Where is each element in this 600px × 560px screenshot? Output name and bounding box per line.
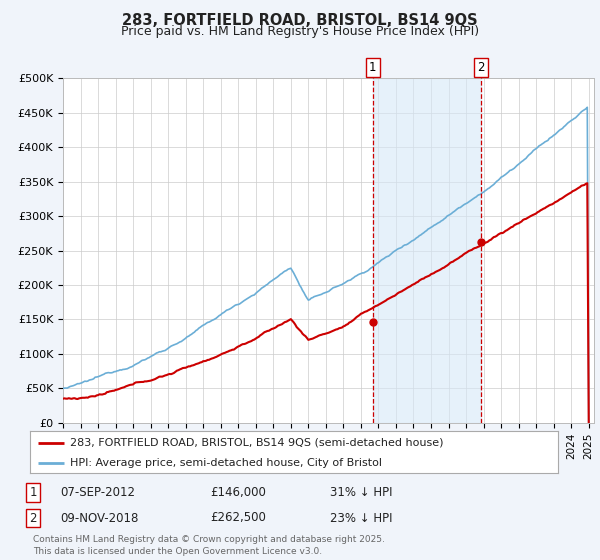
Text: 1: 1 [29,486,37,500]
Text: £262,500: £262,500 [210,511,266,525]
Text: 2: 2 [29,511,37,525]
Text: HPI: Average price, semi-detached house, City of Bristol: HPI: Average price, semi-detached house,… [70,458,382,468]
Text: 09-NOV-2018: 09-NOV-2018 [60,511,139,525]
Bar [373,78,481,423]
Text: 23% ↓ HPI: 23% ↓ HPI [330,511,392,525]
Text: 1: 1 [369,61,377,74]
Text: 283, FORTFIELD ROAD, BRISTOL, BS14 9QS (semi-detached house): 283, FORTFIELD ROAD, BRISTOL, BS14 9QS (… [70,438,443,448]
Text: 283, FORTFIELD ROAD, BRISTOL, BS14 9QS: 283, FORTFIELD ROAD, BRISTOL, BS14 9QS [122,13,478,29]
Text: £146,000: £146,000 [210,486,266,500]
Text: 07-SEP-2012: 07-SEP-2012 [60,486,135,500]
Text: Price paid vs. HM Land Registry's House Price Index (HPI): Price paid vs. HM Land Registry's House … [121,25,479,38]
Text: 31% ↓ HPI: 31% ↓ HPI [330,486,392,500]
Text: Contains HM Land Registry data © Crown copyright and database right 2025.
This d: Contains HM Land Registry data © Crown c… [33,535,385,556]
Text: 2: 2 [478,61,485,74]
